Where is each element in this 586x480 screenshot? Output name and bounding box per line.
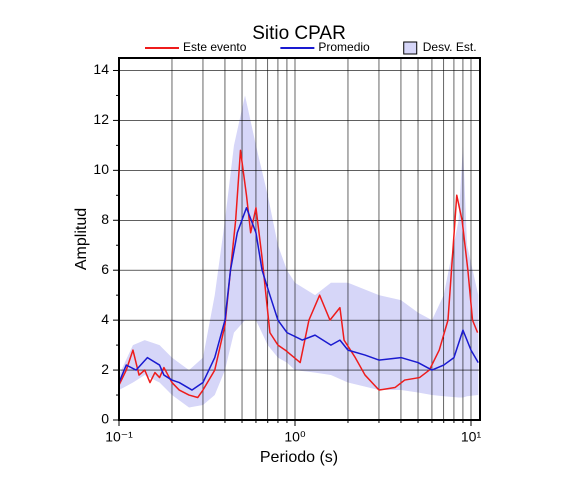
x-tick-label: 10⁻¹ <box>105 429 133 445</box>
x-tick-label: 10⁰ <box>284 429 306 445</box>
legend-swatch <box>403 41 418 55</box>
plot-frame <box>118 57 481 421</box>
x-axis-label: Periodo (s) <box>260 449 338 466</box>
y-tick-label: 2 <box>101 361 109 377</box>
series-line <box>118 207 479 391</box>
legend-label: Este evento <box>183 40 247 54</box>
y-tick-label: 0 <box>101 411 109 427</box>
x-tick-label: 10¹ <box>461 429 482 445</box>
y-tick-label: 8 <box>101 211 109 227</box>
y-tick-label: 4 <box>101 311 109 327</box>
std-band <box>119 95 479 408</box>
y-axis-label: Amplitud <box>73 208 90 270</box>
y-tick-label: 6 <box>101 261 109 277</box>
chart-title: Sitio CPAR <box>252 23 346 44</box>
y-tick-label: 10 <box>93 161 109 177</box>
legend-label: Promedio <box>318 40 370 54</box>
y-tick-label: 14 <box>93 61 109 77</box>
series-line <box>118 149 479 399</box>
y-tick-label: 12 <box>93 111 109 127</box>
legend-label: Desv. Est. <box>423 40 477 54</box>
